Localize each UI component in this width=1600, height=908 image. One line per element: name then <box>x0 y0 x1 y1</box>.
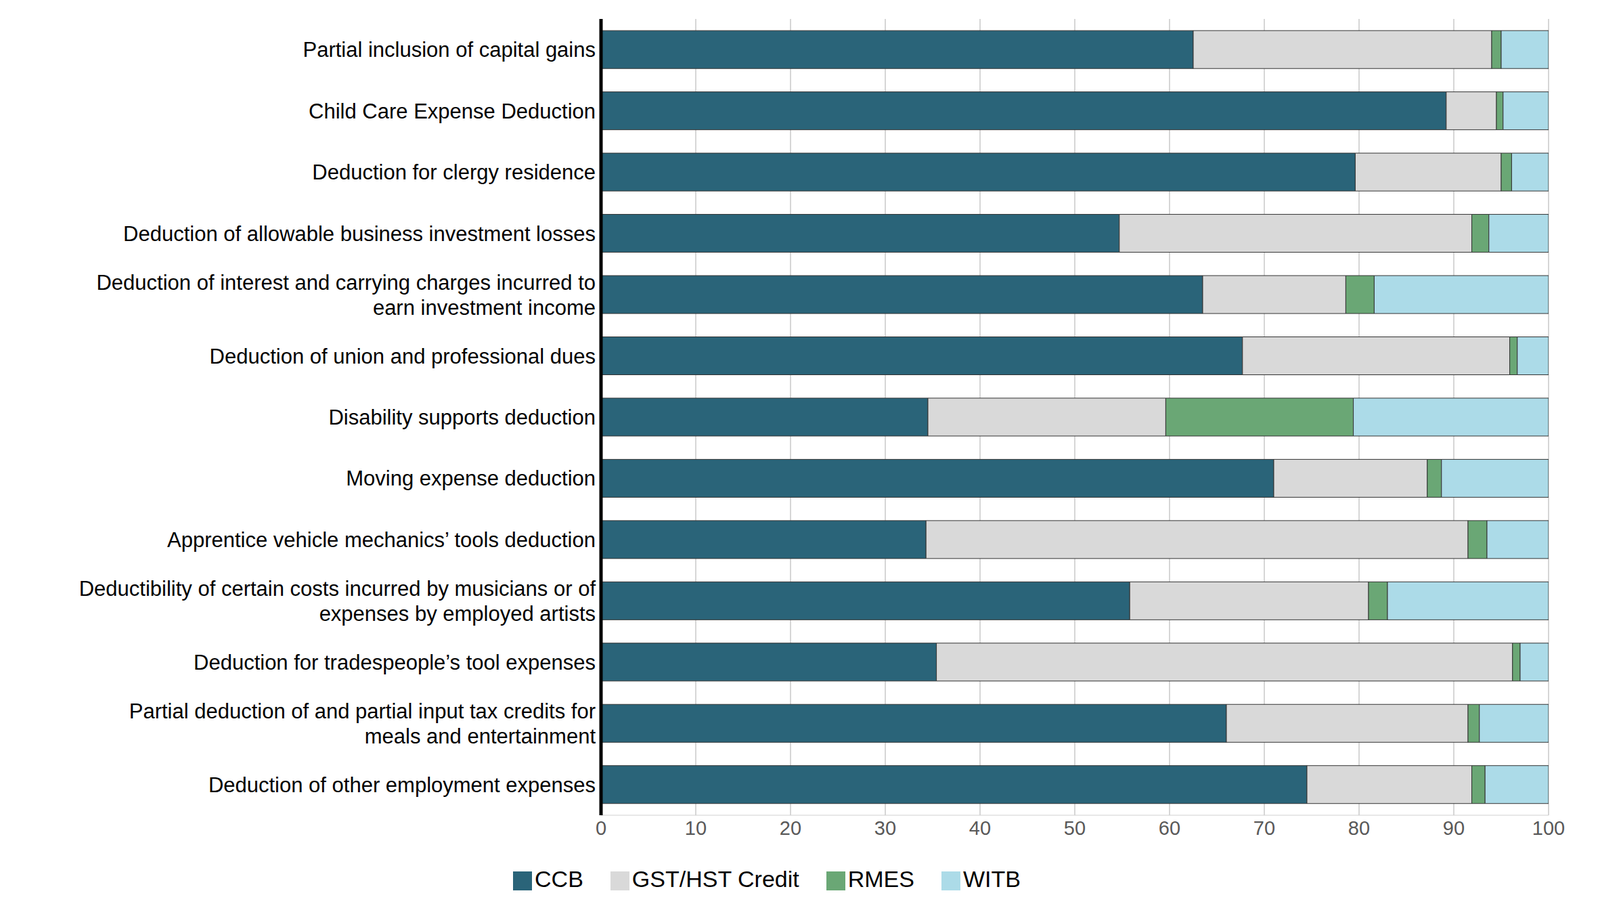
svg-text:Disability supports deduction: Disability supports deduction <box>328 405 596 430</box>
html-text:WITB: WITB <box>963 865 1021 892</box>
svg-text:80: 80 <box>1348 816 1370 839</box>
svg-text:20: 20 <box>779 816 802 839</box>
svg-text:Partial inclusion of capital g: Partial inclusion of capital gains <box>302 37 596 62</box>
svg-text:Deduction of union and profess: Deduction of union and professional dues <box>209 344 596 369</box>
svg-text:Deduction for clergy residence: Deduction for clergy residence <box>312 160 596 185</box>
svg-text:Apprentice vehicle mechanics’: Apprentice vehicle mechanics’ tools dedu… <box>167 527 596 552</box>
svg-text:90: 90 <box>1442 816 1465 839</box>
svg-text:60: 60 <box>1158 816 1181 839</box>
html-text:RMES: RMES <box>847 865 915 892</box>
svg-text:70: 70 <box>1253 816 1276 839</box>
svg-text:Deductibility of certain costs: Deductibility of certain costs incurred … <box>79 576 597 626</box>
svg-text:10: 10 <box>684 816 707 839</box>
svg-text:100: 100 <box>1532 816 1565 839</box>
html-text:CCB: CCB <box>534 865 584 892</box>
html-text:GST/HST Credit: GST/HST Credit <box>632 865 800 892</box>
svg-text:Moving expense deduction: Moving expense deduction <box>345 466 596 491</box>
svg-text:Partial deduction of and parti: Partial deduction of and partial input t… <box>129 699 597 748</box>
svg-text:40: 40 <box>969 816 991 839</box>
svg-text:50: 50 <box>1063 816 1086 839</box>
svg-text:Deduction of other employment: Deduction of other employment expenses <box>208 772 596 797</box>
svg-text:Deduction of allowable busines: Deduction of allowable business investme… <box>123 221 596 246</box>
svg-text:Deduction of interest and carr: Deduction of interest and carrying charg… <box>96 270 596 320</box>
svg-text:30: 30 <box>874 816 897 839</box>
svg-text:Deduction for tradespeople’s t: Deduction for tradespeople’s tool expens… <box>193 650 596 675</box>
svg-text:Child Care Expense Deduction: Child Care Expense Deduction <box>308 99 596 124</box>
svg-text:0: 0 <box>595 816 607 839</box>
